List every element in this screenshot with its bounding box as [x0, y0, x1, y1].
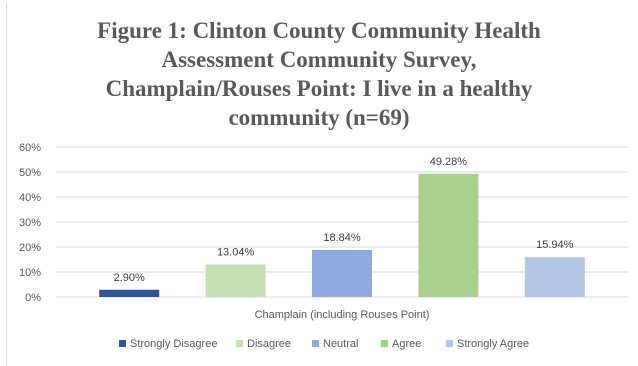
- bars: [99, 173, 585, 297]
- data-label: 49.28%: [430, 156, 468, 168]
- legend-label: Disagree: [247, 338, 291, 350]
- legend-label: Neutral: [323, 338, 358, 350]
- x-axis-categories: Champlain (including Rouses Point): [255, 309, 430, 321]
- legend: Strongly Disagree Disagree Neutral Agree Str…: [119, 338, 529, 350]
- legend-swatch: [446, 340, 453, 347]
- y-tick-label: 20%: [19, 242, 41, 254]
- chart-title-line: Figure 1: Clinton County Community Healt…: [97, 18, 541, 43]
- data-label: 18.84%: [323, 232, 361, 244]
- legend-swatch: [312, 340, 319, 347]
- y-tick-label: 60%: [19, 142, 41, 154]
- data-labels: 2.90% 13.04% 18.84% 49.28% 15.94%: [114, 156, 574, 284]
- chart-title: Figure 1: Clinton County Community Healt…: [97, 18, 541, 130]
- legend-label: Strongly Agree: [457, 338, 529, 350]
- legend-swatch: [236, 340, 243, 347]
- chart-frame-left-border: [6, 4, 7, 366]
- legend-swatch: [119, 340, 126, 347]
- bar-neutral: [312, 249, 372, 297]
- bar-strongly-disagree: [99, 289, 160, 297]
- bar-disagree: [205, 264, 266, 297]
- data-label: 15.94%: [536, 239, 574, 251]
- chart-title-line: Champlain/Rouses Point: I live in a heal…: [106, 76, 533, 101]
- y-tick-label: 40%: [19, 192, 41, 204]
- y-tick-label: 30%: [19, 217, 41, 229]
- bar-strongly-agree: [524, 257, 585, 297]
- y-tick-label: 50%: [19, 167, 41, 179]
- y-tick-label: 0%: [25, 292, 41, 304]
- chart-title-line: Assessment Community Survey,: [162, 47, 477, 72]
- bar-agree: [418, 173, 479, 297]
- data-label: 2.90%: [114, 272, 145, 284]
- y-axis: 0% 10% 20% 30% 40% 50% 60%: [19, 142, 41, 304]
- y-tick-label: 10%: [19, 267, 41, 279]
- chart-title-line: community (n=69): [228, 105, 409, 130]
- legend-label: Strongly Disagree: [130, 338, 217, 350]
- data-label: 13.04%: [217, 246, 255, 258]
- legend-label: Agree: [392, 338, 421, 350]
- legend-swatch: [381, 340, 388, 347]
- x-category-label: Champlain (including Rouses Point): [255, 309, 430, 321]
